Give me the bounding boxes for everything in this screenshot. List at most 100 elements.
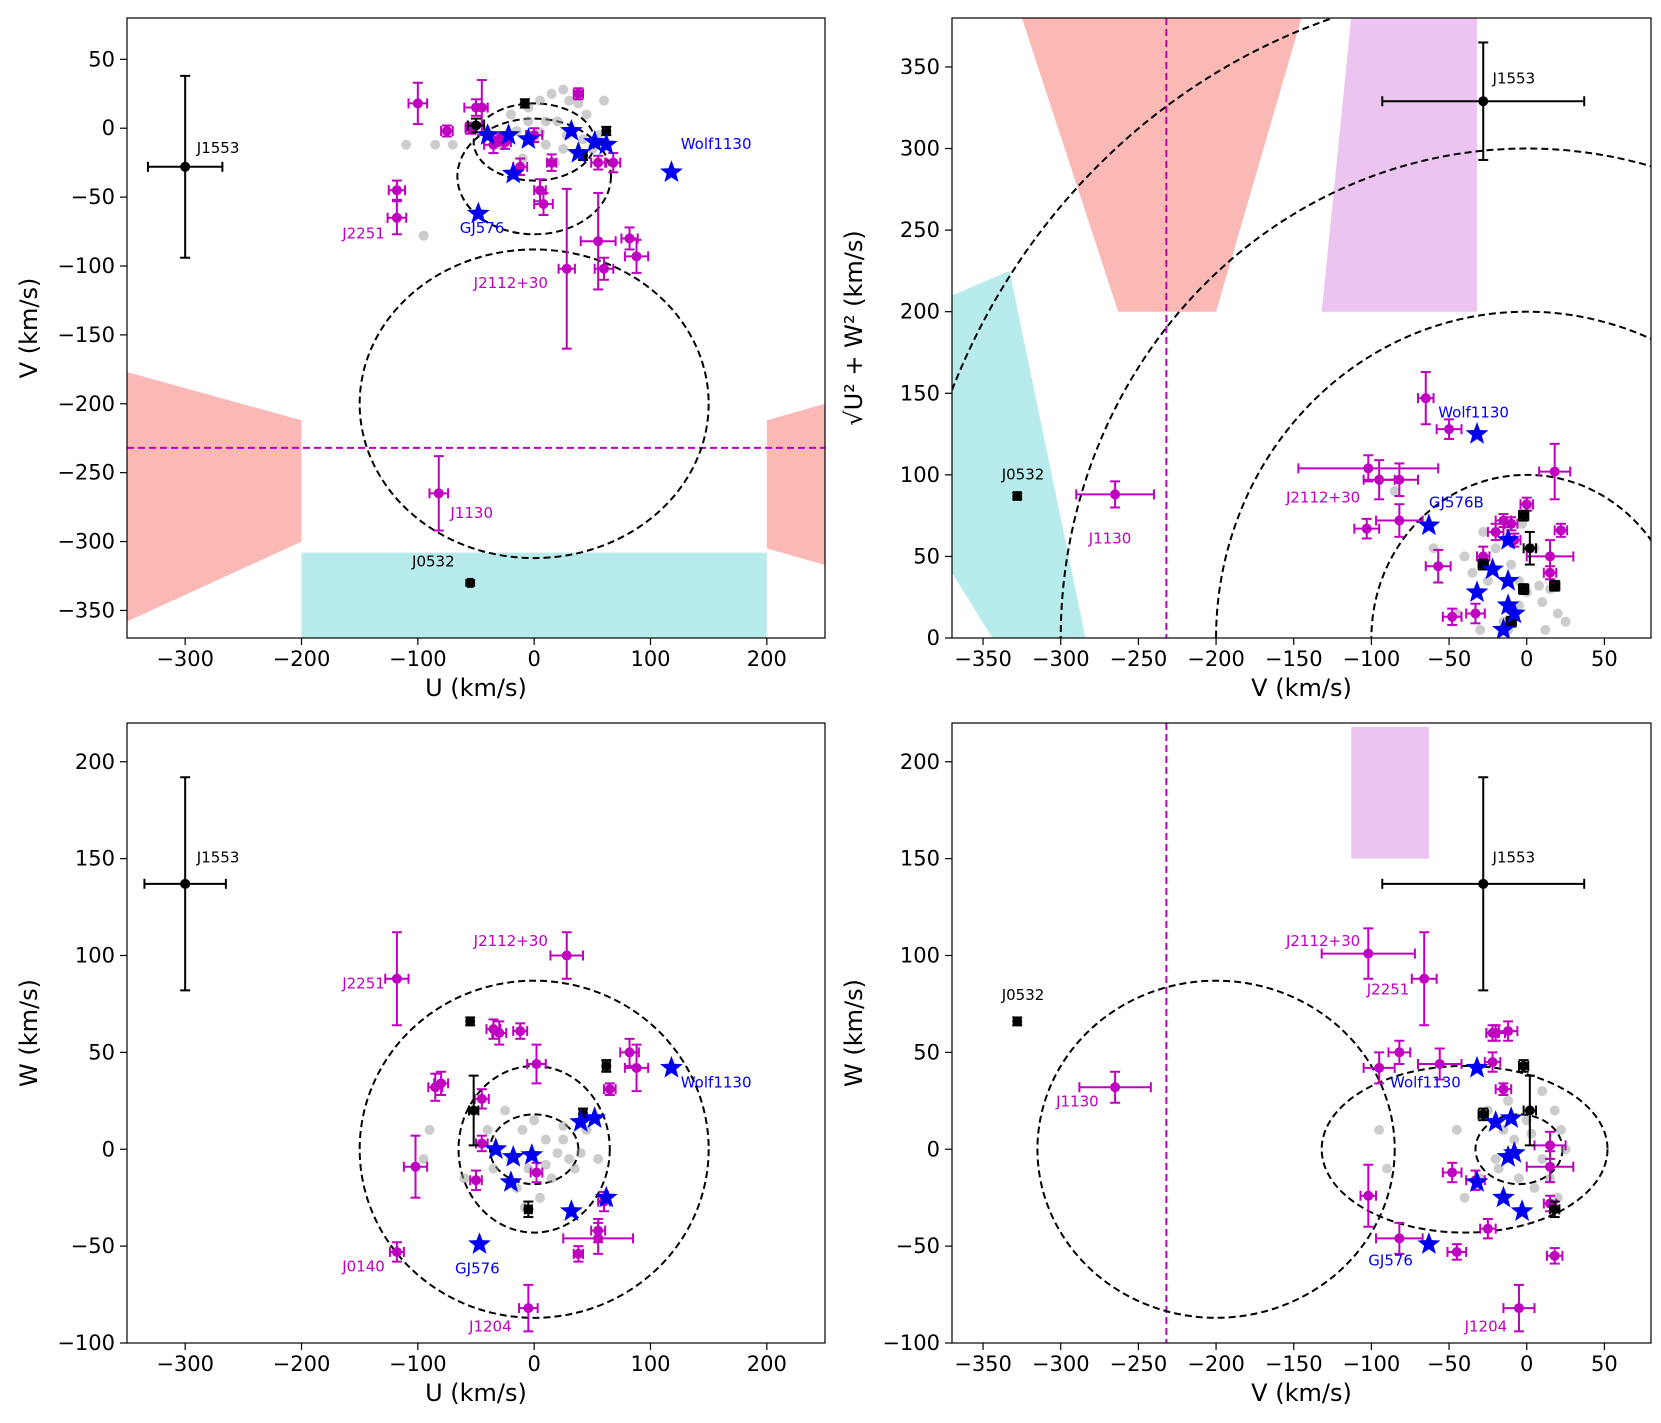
grey-point: [540, 139, 551, 150]
star-marker: [1510, 1199, 1534, 1221]
grey-point: [558, 1121, 569, 1131]
star-label: Wolf1130: [681, 1073, 752, 1091]
grey-point: [552, 116, 563, 127]
star-label: J2112+30: [1285, 489, 1360, 507]
star-label: J2112+30: [1285, 932, 1360, 950]
y-tick-label: −100: [57, 1331, 115, 1355]
grey-point: [546, 88, 557, 99]
data-point: [531, 1059, 542, 1069]
x-tick-label: 100: [630, 1352, 670, 1376]
grey-point: [546, 1173, 557, 1184]
grey-point: [418, 230, 429, 241]
data-point: [391, 1246, 402, 1257]
y-axis-label: V (km/s): [15, 278, 43, 379]
data-point: [538, 199, 549, 209]
star-marker: [497, 123, 520, 145]
y-tick-label: 0: [102, 1137, 115, 1161]
x-tick-label: −100: [389, 1352, 447, 1376]
data-point: [1549, 580, 1560, 591]
region-thick_disk: [127, 372, 302, 622]
data-point: [465, 577, 476, 588]
grey-point: [598, 95, 609, 106]
region-thick_disk: [766, 403, 825, 565]
data-point: [476, 102, 487, 113]
data-point: [604, 1084, 615, 1095]
data-point: [1361, 523, 1372, 534]
x-tick-label: −200: [1187, 1352, 1245, 1376]
star-marker: [569, 1110, 593, 1132]
y-tick-label: 50: [913, 544, 940, 568]
panel-vw: J1553 J2112+30 J0532 J2251 Wolf1130 J1130 GJ57…: [840, 722, 1652, 1407]
star-marker: [1465, 580, 1489, 603]
x-tick-label: −200: [1187, 647, 1245, 671]
star-label: J1553: [1492, 69, 1536, 87]
grey-point: [564, 95, 575, 106]
star-marker: [583, 1106, 607, 1128]
data-point: [468, 1105, 479, 1116]
x-tick-label: −150: [1265, 1352, 1323, 1376]
grey-point: [564, 1153, 575, 1164]
star-label: GJ576: [460, 219, 505, 237]
grey-point: [1540, 624, 1551, 635]
data-point: [593, 157, 604, 168]
data-point: [1487, 1028, 1498, 1038]
grey-point: [1537, 1153, 1548, 1164]
grey-point: [488, 1163, 499, 1174]
region-halo_cyan: [952, 270, 1086, 638]
grey-point: [1509, 1134, 1520, 1145]
data-point: [1394, 1233, 1405, 1244]
y-tick-label: 150: [900, 847, 940, 871]
star-label: J0532: [1001, 986, 1045, 1004]
star-marker: [1417, 513, 1441, 536]
x-tick-label: 0: [527, 1352, 540, 1376]
data-point: [1374, 1062, 1385, 1073]
data-point: [1490, 526, 1501, 537]
data-point: [1447, 611, 1458, 622]
star-marker: [1465, 1055, 1489, 1078]
x-tick-label: −200: [273, 1352, 331, 1376]
grey-point: [523, 116, 534, 127]
star-marker: [501, 161, 525, 184]
dashed-contour: [456, 117, 612, 236]
star-marker: [1502, 1141, 1526, 1163]
grey-point: [1389, 486, 1400, 497]
x-tick-label: 50: [1591, 647, 1618, 671]
data-point: [519, 98, 530, 109]
star-marker: [594, 1185, 618, 1208]
data-point: [573, 1248, 584, 1259]
data-point: [391, 973, 402, 984]
dashed-contour: [358, 979, 710, 1319]
star-label: Wolf1130: [681, 135, 752, 153]
star-label: J2112+30: [473, 932, 548, 950]
x-tick-label: −250: [1110, 647, 1168, 671]
plot-area: [1012, 723, 1609, 1343]
grey-point: [1459, 1192, 1470, 1203]
panel-uv: J1553 Wolf1130 J2251 GJ576 J2112+30 J1130 J053…: [15, 17, 826, 702]
data-point: [1482, 1223, 1493, 1234]
grey-point: [1526, 1128, 1537, 1139]
data-point: [1549, 1204, 1560, 1215]
star-marker: [1499, 1106, 1523, 1128]
star-marker: [660, 160, 683, 183]
star-label: J1130: [1088, 529, 1132, 547]
data-point: [1506, 518, 1517, 529]
grey-point: [1459, 551, 1470, 562]
grey-point: [558, 143, 569, 154]
grey-point: [573, 98, 584, 109]
data-point: [1110, 489, 1121, 500]
data-point: [180, 161, 191, 172]
y-tick-label: −250: [57, 461, 115, 485]
data-point: [546, 157, 557, 168]
plot-area: [952, 18, 1651, 638]
dashed-contour: [952, 18, 1337, 394]
star-label: J1553: [1492, 849, 1536, 867]
data-point: [624, 1047, 635, 1058]
grey-point: [578, 134, 589, 145]
y-tick-label: 100: [75, 944, 115, 968]
grey-point: [581, 109, 592, 120]
grey-point: [418, 1153, 429, 1164]
region-lavender: [1321, 18, 1477, 312]
data-point: [593, 236, 604, 247]
data-point: [631, 251, 642, 262]
data-point: [1524, 543, 1535, 554]
